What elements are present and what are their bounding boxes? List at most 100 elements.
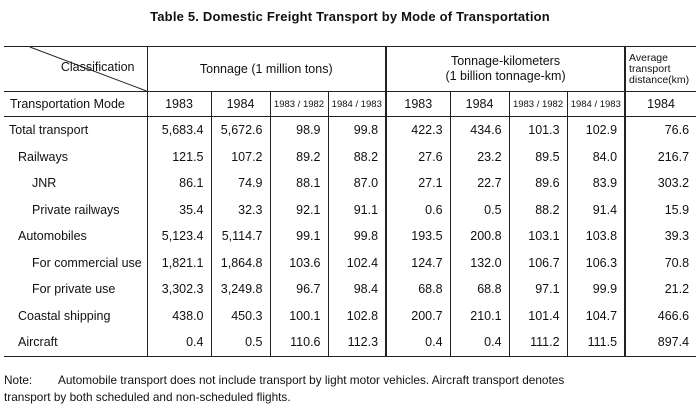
data-cell: 100.1 (269, 302, 328, 329)
data-cell: 99.8 (327, 116, 387, 144)
data-cell: 5,123.4 (146, 223, 211, 250)
data-cell: 303.2 (624, 170, 697, 197)
table-row: Aircraft 0.4 0.5 110.6 112.3 0.4 0.4 111.2 111.5… (4, 329, 697, 357)
data-cell: 70.8 (624, 249, 697, 276)
row-label: Total transport (9, 123, 89, 138)
data-cell: 98.4 (327, 276, 387, 303)
data-cell: 96.7 (269, 276, 328, 303)
data-cell: 438.0 (146, 302, 211, 329)
data-cell: 92.1 (269, 196, 328, 223)
data-cell: 97.1 (508, 276, 568, 303)
header-row-groups: Classification Tonnage (1 million tons) … (4, 46, 697, 92)
data-cell: 0.5 (210, 329, 270, 357)
data-cell: 99.8 (327, 223, 387, 250)
table-row: Automobiles 5,123.4 5,114.7 99.1 99.8 193.5 20… (4, 223, 697, 250)
avg-distance-header: Average transport distance(km) (624, 46, 697, 92)
data-cell: 89.5 (508, 143, 568, 170)
data-cell: 200.7 (385, 302, 451, 329)
data-cell: 0.4 (385, 329, 451, 357)
tonkm-header-line1: Tonnage-kilometers (450, 54, 561, 68)
data-cell: 98.9 (269, 116, 328, 144)
note-line-1: Automobile transport does not include tr… (58, 373, 565, 387)
data-cell: 200.8 (449, 223, 510, 250)
data-cell: 102.8 (327, 302, 387, 329)
data-cell: 0.5 (449, 196, 510, 223)
data-cell: 89.6 (508, 170, 568, 197)
data-cell: 1,864.8 (210, 249, 270, 276)
table-row: For private use 3,302.3 3,249.8 96.7 98.4 68.… (4, 276, 697, 303)
data-cell: 88.2 (508, 196, 568, 223)
data-cell: 111.5 (566, 329, 626, 357)
tonkm-group-header: Tonnage-kilometers (1 billion tonnage-km… (385, 46, 626, 92)
table-title: Table 5. Domestic Freight Transport by M… (150, 9, 550, 24)
data-cell: 27.1 (385, 170, 451, 197)
data-cell: 124.7 (385, 249, 451, 276)
tonkm-ratio-84-83-header: 1984 / 1983 (566, 91, 626, 117)
avg-distance-1984-header: 1984 (624, 91, 697, 117)
note-heading: Note: (4, 373, 33, 387)
data-cell: 68.8 (449, 276, 510, 303)
data-cell: 15.9 (624, 196, 697, 223)
data-cell: 110.6 (269, 329, 328, 357)
table-row: Total transport 5,683.4 5,672.6 98.9 99.8 422… (4, 116, 697, 144)
data-cell: 102.9 (566, 116, 626, 144)
data-cell: 23.2 (449, 143, 510, 170)
tonnage-ratio-84-83-header: 1984 / 1983 (327, 91, 387, 117)
data-cell: 68.8 (385, 276, 451, 303)
classification-header-cell: Classification (4, 46, 147, 92)
data-cell: 1,821.1 (146, 249, 211, 276)
data-cell: 87.0 (327, 170, 387, 197)
data-cell: 99.9 (566, 276, 626, 303)
data-cell: 84.0 (566, 143, 626, 170)
data-cell: 27.6 (385, 143, 451, 170)
data-cell: 107.2 (210, 143, 270, 170)
tonkm-1983-header: 1983 (385, 91, 451, 117)
data-cell: 91.4 (566, 196, 626, 223)
row-label: Aircraft (4, 329, 147, 357)
table-row: JNR 86.1 74.9 88.1 87.0 27.1 22.7 89.6 83.9 303.2 (4, 170, 697, 197)
data-cell: 106.7 (508, 249, 568, 276)
data-cell: 5,683.4 (146, 116, 211, 144)
row-label: For commercial use (32, 255, 142, 270)
tonkm-1984-header: 1984 (449, 91, 510, 117)
row-label: Automobiles (18, 229, 87, 244)
transportation-mode-header: Transportation Mode (4, 91, 147, 117)
data-cell: 101.3 (508, 116, 568, 144)
tonkm-header-line2: (1 billion tonnage-km) (445, 69, 566, 83)
data-cell: 210.1 (449, 302, 510, 329)
data-cell: 112.3 (327, 329, 387, 357)
data-cell: 103.8 (566, 223, 626, 250)
data-cell: 0.6 (385, 196, 451, 223)
data-cell: 434.6 (449, 116, 510, 144)
data-cell: 74.9 (210, 170, 270, 197)
data-cell: 121.5 (146, 143, 211, 170)
data-cell: 102.4 (327, 249, 387, 276)
data-cell: 101.4 (508, 302, 568, 329)
diagonal-divider (29, 47, 147, 91)
data-cell: 111.2 (508, 329, 568, 357)
data-cell: 3,302.3 (146, 276, 211, 303)
data-cell: 35.4 (146, 196, 211, 223)
table-body: Total transport 5,683.4 5,672.6 98.9 99.8 422… (4, 116, 697, 357)
data-cell: 3,249.8 (210, 276, 270, 303)
row-label: JNR (32, 176, 57, 191)
table-row: Railways 121.5 107.2 89.2 88.2 27.6 23.2 89.5 84… (4, 143, 697, 170)
data-cell: 103.6 (269, 249, 328, 276)
tonnage-ratio-83-82-header: 1983 / 1982 (269, 91, 328, 117)
freight-table: Classification Tonnage (1 million tons) … (4, 46, 697, 357)
data-cell: 450.3 (210, 302, 270, 329)
data-cell: 88.2 (327, 143, 387, 170)
data-cell: 83.9 (566, 170, 626, 197)
table-row: For commercial use 1,821.1 1,864.8 103.6 102… (4, 249, 697, 276)
avg-header-line2: transport (629, 62, 671, 75)
data-cell: 422.3 (385, 116, 451, 144)
data-cell: 104.7 (566, 302, 626, 329)
data-cell: 132.0 (449, 249, 510, 276)
header-row-years: Transportation Mode 1983 1984 1983 / 198… (4, 91, 697, 117)
data-cell: 88.1 (269, 170, 328, 197)
data-cell: 216.7 (624, 143, 697, 170)
tonnage-group-header: Tonnage (1 million tons) (146, 46, 387, 92)
data-cell: 5,114.7 (210, 223, 270, 250)
row-label: Private railways (32, 202, 120, 217)
data-cell: 106.3 (566, 249, 626, 276)
